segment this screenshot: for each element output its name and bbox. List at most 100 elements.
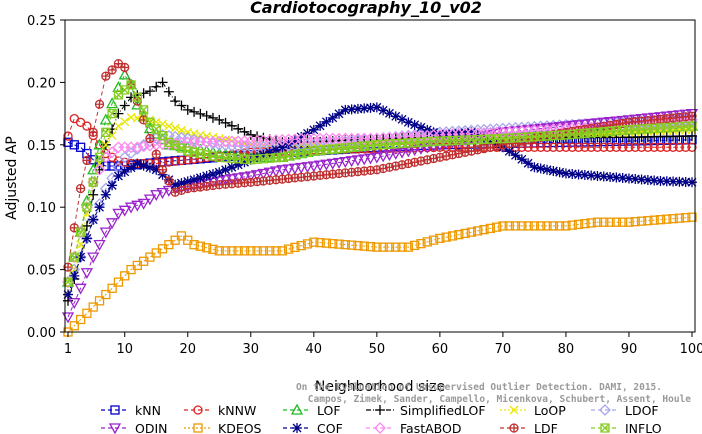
- data-point: [220, 164, 231, 175]
- data-point: [364, 153, 377, 165]
- data-point: [655, 215, 666, 225]
- data-point: [383, 150, 396, 162]
- data-point: [307, 138, 320, 151]
- data-point: [263, 167, 276, 179]
- data-point: [107, 180, 118, 191]
- legend-item-loop: LoOP: [500, 403, 566, 418]
- data-point: [332, 157, 346, 169]
- data-point: [491, 222, 502, 232]
- data-point: [144, 162, 155, 173]
- data-point: [358, 133, 371, 146]
- data-point: [107, 65, 117, 75]
- legend-item-kdeos: KDEOS: [184, 421, 262, 434]
- data-point: [321, 238, 332, 248]
- data-point: [195, 241, 206, 251]
- data-point: [265, 246, 275, 256]
- data-point: [390, 111, 401, 122]
- data-point: [99, 227, 112, 239]
- data-point: [93, 239, 106, 251]
- data-point: [75, 227, 86, 237]
- data-point: [118, 205, 131, 217]
- data-point: [352, 134, 364, 147]
- data-point: [233, 123, 244, 134]
- data-point: [80, 201, 93, 214]
- data-point: [636, 174, 647, 185]
- legend-marker: [193, 423, 203, 433]
- data-point: [434, 129, 445, 140]
- data-point: [643, 142, 653, 152]
- data-point: [176, 155, 187, 166]
- data-point: [302, 239, 313, 249]
- data-point: [339, 156, 352, 168]
- data-point: [63, 131, 73, 141]
- data-point: [415, 122, 426, 133]
- data-point: [377, 151, 390, 163]
- data-point: [655, 175, 666, 186]
- data-point: [592, 171, 603, 181]
- data-point: [282, 164, 295, 176]
- data-point: [219, 175, 232, 187]
- data-point: [124, 202, 138, 214]
- data-point: [598, 171, 609, 182]
- data-point: [131, 141, 144, 154]
- data-point: [560, 168, 571, 179]
- data-point: [93, 163, 106, 176]
- data-point: [195, 108, 206, 119]
- data-point: [554, 167, 565, 178]
- data-point: [220, 246, 231, 256]
- legend-label: LOF: [317, 403, 341, 418]
- data-point: [410, 240, 420, 251]
- data-point: [120, 117, 130, 127]
- data-point: [447, 231, 458, 241]
- data-point: [668, 176, 679, 187]
- data-point: [453, 128, 464, 139]
- y-tick-label: 0.20: [27, 76, 56, 91]
- legend-item-ldf: LDF: [500, 421, 558, 434]
- x-axis-label: Neighborhood size: [315, 379, 445, 395]
- chart-title: Cardiotocography_10_v02: [250, 0, 482, 17]
- data-point: [164, 157, 174, 167]
- data-point: [69, 252, 79, 262]
- watermark-line-1: Campos, Zimek, Sander, Campello, Micenko…: [308, 394, 691, 405]
- x-tick-label: 60: [432, 342, 449, 357]
- data-point: [498, 221, 508, 231]
- data-point: [226, 162, 237, 173]
- data-point: [106, 97, 119, 109]
- data-point: [220, 117, 231, 128]
- data-point: [94, 99, 105, 109]
- data-point: [239, 157, 250, 168]
- data-point: [189, 174, 200, 185]
- data-point: [561, 221, 571, 231]
- data-point: [225, 174, 238, 186]
- series-line-kdeos: [67, 216, 693, 333]
- data-point: [315, 120, 326, 131]
- data-point: [63, 137, 73, 147]
- data-point: [346, 104, 357, 115]
- data-point: [554, 221, 565, 231]
- data-point: [579, 170, 590, 181]
- data-point: [340, 239, 350, 250]
- data-point: [623, 173, 634, 184]
- data-point: [170, 156, 180, 166]
- data-point: [208, 244, 218, 254]
- data-point: [87, 176, 100, 189]
- data-point: [189, 239, 199, 250]
- legend-marker: [292, 423, 302, 433]
- data-point: [107, 283, 117, 293]
- data-point: [189, 106, 200, 117]
- legend-label: INFLO: [625, 421, 662, 434]
- data-point: [687, 177, 697, 188]
- data-point: [101, 140, 111, 150]
- data-point: [81, 233, 92, 244]
- data-point: [334, 239, 344, 249]
- data-point: [75, 252, 86, 263]
- data-point: [327, 112, 338, 123]
- data-point: [81, 220, 92, 231]
- data-point: [586, 218, 596, 228]
- data-point: [510, 150, 521, 161]
- data-point: [126, 80, 136, 90]
- data-point: [182, 176, 193, 187]
- data-point: [662, 142, 672, 152]
- data-point: [120, 157, 130, 167]
- data-point: [630, 142, 640, 152]
